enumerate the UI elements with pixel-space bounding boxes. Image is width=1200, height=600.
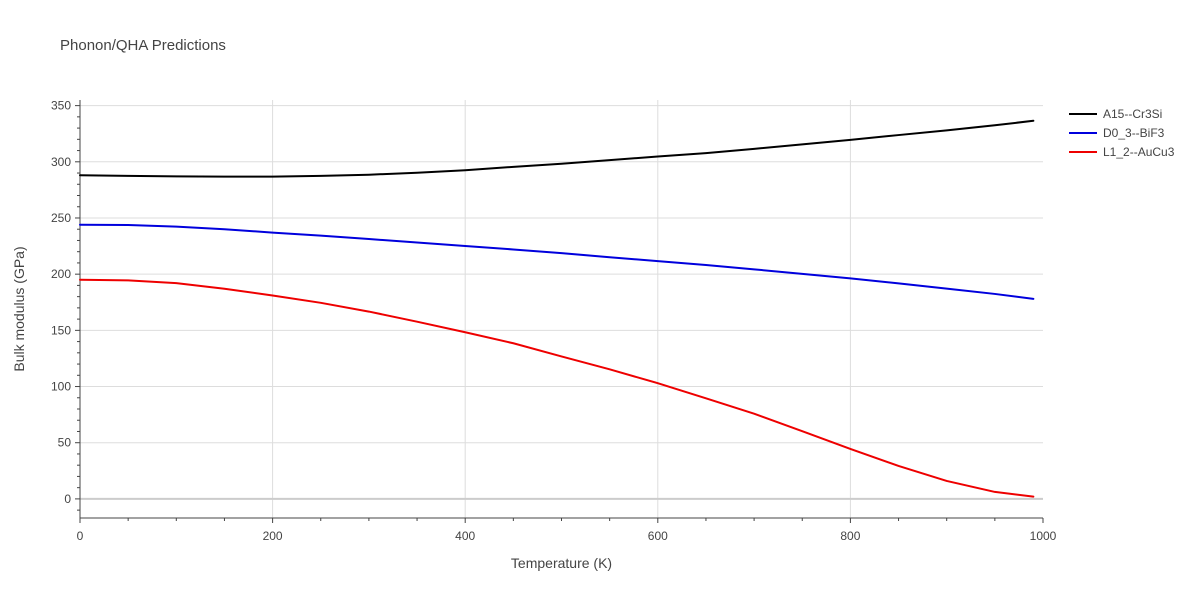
- series-line-1[interactable]: [79, 223, 1035, 300]
- y-tick-label: 100: [51, 380, 71, 394]
- legend-label: L1_2--AuCu3: [1103, 145, 1175, 159]
- x-tick-label: 200: [263, 529, 283, 543]
- x-tick-label: 400: [455, 529, 475, 543]
- y-tick-label: 350: [51, 99, 71, 113]
- plot-area: [79, 119, 1035, 498]
- legend[interactable]: A15--Cr3Si D0_3--BiF3 L1_2--AuCu3: [1069, 107, 1175, 159]
- x-tick-label: 1000: [1030, 529, 1057, 543]
- grid-lines: [80, 100, 1043, 518]
- x-axis-title: Temperature (K): [511, 555, 612, 571]
- legend-label: A15--Cr3Si: [1103, 107, 1162, 121]
- y-tick-label: 150: [51, 323, 71, 337]
- series-line-2[interactable]: [79, 278, 1035, 498]
- y-tick-label: 250: [51, 211, 71, 225]
- series-line-0[interactable]: [79, 119, 1035, 178]
- legend-label: D0_3--BiF3: [1103, 126, 1165, 140]
- axes: 0 200 400 600 800 1000 0 50 100 150 200 250 300 350: [51, 99, 1057, 543]
- legend-item-2[interactable]: L1_2--AuCu3: [1069, 145, 1175, 159]
- chart-title: Phonon/QHA Predictions: [60, 37, 226, 54]
- legend-item-0[interactable]: A15--Cr3Si: [1069, 107, 1162, 121]
- legend-item-1[interactable]: D0_3--BiF3: [1069, 126, 1165, 140]
- y-axis-title: Bulk modulus (GPa): [11, 246, 27, 371]
- y-tick-label: 50: [58, 436, 72, 450]
- y-tick-label: 300: [51, 155, 71, 169]
- y-tick-label: 0: [64, 492, 71, 506]
- x-tick-label: 600: [648, 529, 668, 543]
- y-tick-label: 200: [51, 267, 71, 281]
- x-tick-label: 0: [77, 529, 84, 543]
- x-tick-label: 800: [840, 529, 860, 543]
